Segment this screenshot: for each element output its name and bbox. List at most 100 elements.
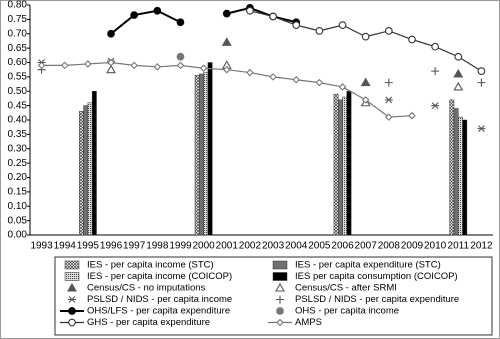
bar [87,102,93,236]
marker [477,125,486,133]
marker-shape [338,83,347,91]
legend-item: IES - per capita income (COICOP) [64,271,232,282]
legend-item: GHS - per capita expenditure [60,317,210,328]
bar [462,119,468,236]
y-tick-label: 0.05 [8,215,28,226]
bar [83,105,89,236]
legend-label: Census/CS - no imputations [87,283,206,294]
marker-shape [106,64,116,74]
marker-shape [68,307,76,315]
marker-shape [130,11,139,19]
marker [107,58,115,67]
y-tick-label: 0.50 [8,86,28,97]
x-tick-label: 1997 [123,241,146,252]
marker-shape [361,32,370,41]
marker [176,18,185,27]
legend-label: AMPS [295,317,322,328]
legend-item: PSLSD / NIDS - per capita expenditure [276,294,459,305]
marker-shape [276,318,284,327]
marker-shape [153,6,162,15]
legend-item: PSLSD / NIDS - per capita income [68,294,232,305]
marker [222,65,231,74]
marker [246,6,254,15]
legend-label: OHS/LFS - per capita expenditure [87,306,230,317]
marker [315,78,324,87]
legend-label: Census/CS - after SRMI [295,283,397,294]
marker [84,60,92,68]
marker [60,61,69,70]
x-tick-label: 2000 [193,241,216,252]
marker-shape [384,96,393,104]
y-tick-label: 0.60 [8,57,28,68]
marker-shape [176,52,185,61]
marker-shape [408,111,416,120]
marker [199,64,208,73]
marker-shape [453,81,464,91]
marker [130,61,138,70]
marker-shape [361,96,370,104]
marker [269,12,277,21]
marker [246,68,254,77]
x-tick-label: 2001 [216,241,239,252]
marker-shape [384,27,393,35]
x-tick-label: 2003 [262,241,285,252]
bar [333,93,339,236]
x-tick-label: 1995 [77,241,100,252]
marker-shape [477,67,486,75]
marker [222,9,231,18]
y-tick-label: 0.80 [8,0,28,11]
marker-shape [222,65,231,74]
marker [477,78,486,87]
marker-shape [130,61,138,70]
legend-item: IES - per capita income (STC) [64,260,214,271]
marker-shape [68,318,76,327]
marker-shape [84,60,92,68]
x-tick-label: 2004 [285,241,308,252]
marker-shape [477,78,486,87]
y-tick-label: 0.25 [8,158,28,169]
marker [408,35,416,44]
legend-item: Census/CS - after SRMI [275,283,397,294]
marker [37,61,46,70]
marker-shape [176,18,185,27]
bar [453,108,459,236]
x-tick-label: 1996 [100,241,123,252]
marker-shape [408,35,416,44]
marker [68,296,76,303]
marker [477,67,486,75]
marker-shape [68,296,76,303]
marker [384,78,393,87]
marker [153,63,162,71]
marker-shape [292,75,301,84]
legend-label: PSLSD / NIDS - per capita income [87,294,232,305]
marker [176,61,185,70]
marker [276,307,284,315]
marker-shape [431,42,439,51]
y-tick-label: 0.55 [8,72,28,83]
marker-shape [153,63,162,71]
marker-shape [385,113,393,121]
bar [346,91,352,236]
marker-shape [107,58,115,67]
x-tick-label: 1998 [146,241,169,252]
marker-shape [199,64,208,73]
marker [68,307,76,315]
marker-shape [431,102,440,110]
y-tick-label: 0.45 [8,100,28,111]
marker [292,21,301,29]
x-tick-label: 2012 [470,241,493,252]
line [226,6,297,24]
marker-shape [338,21,347,29]
marker [338,83,347,91]
marker [68,318,76,327]
y-tick-label: 0.75 [8,14,28,25]
legend-label: PSLSD / NIDS - per capita expenditure [295,294,459,305]
marker-shape [67,282,77,292]
legend-label: IES - per capita expenditure (STC) [295,260,441,271]
marker [130,11,139,19]
legend-item: IES per capita consumption (COICOP) [272,271,458,282]
marker [361,96,370,104]
marker [431,102,440,110]
x-tick-label: 1993 [30,241,53,252]
